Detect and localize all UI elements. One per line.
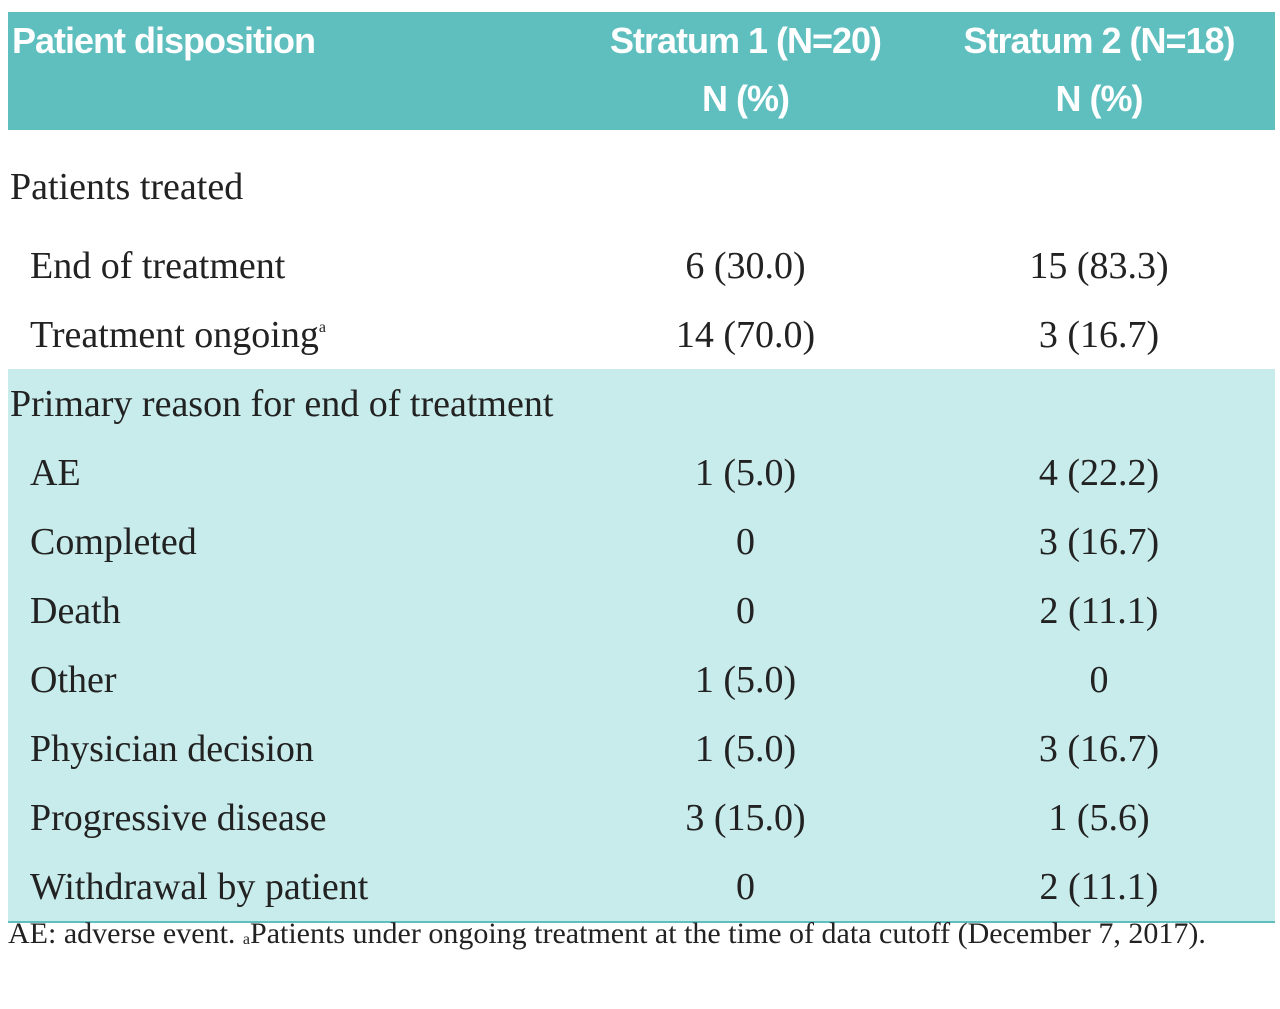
label-text: Completed <box>30 520 197 563</box>
label-text: Physician decision <box>30 727 314 770</box>
value-cell: 6 (30.0) <box>685 244 806 287</box>
header-line: N (%) <box>1055 78 1144 119</box>
label-text: Death <box>30 589 121 632</box>
value-cell: 1 (5.0) <box>694 727 797 770</box>
label-text: Treatment ongoing <box>30 313 319 356</box>
label-text: Progressive disease <box>30 796 327 839</box>
section: Primary reason for end of treatment AE 1 (… <box>8 369 1275 921</box>
section-row: Patients treated <box>8 130 1275 231</box>
section-title: Primary reason for end of treatment <box>10 382 554 425</box>
column-header: Patient disposition <box>8 12 568 130</box>
data-row: Other 1 (5.0) 0 <box>8 645 1275 714</box>
footnote-text: AE: adverse event. <box>8 917 236 950</box>
table-header: Patient disposition Stratum 1 (N=20) N (%)… <box>8 12 1275 130</box>
footnote-text: Patients under ongoing treatment at the … <box>250 917 1206 950</box>
column-header: Stratum 1 (N=20) N (%) <box>568 12 923 130</box>
header-line: Patient disposition <box>12 20 316 61</box>
data-row: Treatment ongoinga 14 (70.0) 3 (16.7) <box>8 300 1275 369</box>
row-label: Withdrawal by patient <box>8 852 568 921</box>
section-row: Primary reason for end of treatment <box>8 369 1275 438</box>
data-row: Completed 0 3 (16.7) <box>8 507 1275 576</box>
section: Patients treated End of treatment 6 (30.0)… <box>8 130 1275 369</box>
footnote: AE: adverse event. aPatients under ongoi… <box>8 914 1275 954</box>
value-cell: 1 (5.6) <box>1048 796 1150 839</box>
value-cell: 0 <box>1089 658 1109 701</box>
label-text: AE <box>30 451 81 494</box>
value-cell: 3 (16.7) <box>1038 313 1160 356</box>
footnote-mark: a <box>318 318 326 336</box>
value-cell: 0 <box>736 520 755 563</box>
label-text: End of treatment <box>30 244 286 287</box>
section-title: Patients treated <box>10 165 244 208</box>
row-label: Treatment ongoinga <box>8 300 568 369</box>
row-label: Other <box>8 645 568 714</box>
value-cell: 2 (11.1) <box>1039 865 1159 908</box>
label-text: Withdrawal by patient <box>30 865 369 908</box>
value-cell: 3 (16.7) <box>1038 727 1160 770</box>
data-row: End of treatment 6 (30.0) 15 (83.3) <box>8 231 1275 300</box>
row-label: Death <box>8 576 568 645</box>
value-cell: 4 (22.2) <box>1038 451 1160 494</box>
value-cell: 0 <box>736 589 755 632</box>
value-cell: 3 (15.0) <box>685 796 806 839</box>
data-row: AE 1 (5.0) 4 (22.2) <box>8 438 1275 507</box>
row-label: AE <box>8 438 568 507</box>
header-line: Stratum 2 (N=18) <box>963 20 1235 61</box>
row-label: Physician decision <box>8 714 568 783</box>
disposition-table: Patient disposition Stratum 1 (N=20) N (%)… <box>8 12 1275 921</box>
value-cell: 15 (83.3) <box>1029 244 1169 287</box>
row-label: Progressive disease <box>8 783 568 852</box>
row-label: End of treatment <box>8 231 568 300</box>
header-line: Stratum 1 (N=20) <box>609 20 882 61</box>
data-row: Death 0 2 (11.1) <box>8 576 1275 645</box>
column-header: Stratum 2 (N=18) N (%) <box>923 12 1275 130</box>
value-cell: 3 (16.7) <box>1038 520 1160 563</box>
row-label: Completed <box>8 507 568 576</box>
value-cell: 14 (70.0) <box>675 313 816 356</box>
data-row: Progressive disease 3 (15.0) 1 (5.6) <box>8 783 1275 852</box>
value-cell: 0 <box>736 865 755 908</box>
bottom-rule <box>8 921 1275 923</box>
data-row: Physician decision 1 (5.0) 3 (16.7) <box>8 714 1275 783</box>
value-cell: 1 (5.0) <box>694 658 797 701</box>
value-cell: 2 (11.1) <box>1039 589 1159 632</box>
data-row: Withdrawal by patient 0 2 (11.1) <box>8 852 1275 921</box>
table-container: Patient disposition Stratum 1 (N=20) N (%)… <box>8 12 1275 923</box>
footnote-mark: a <box>242 931 251 948</box>
label-text: Other <box>30 658 117 701</box>
value-cell: 1 (5.0) <box>694 451 797 494</box>
header-line: N (%) <box>702 78 790 119</box>
header-row: Patient disposition Stratum 1 (N=20) N (%)… <box>8 12 1275 130</box>
